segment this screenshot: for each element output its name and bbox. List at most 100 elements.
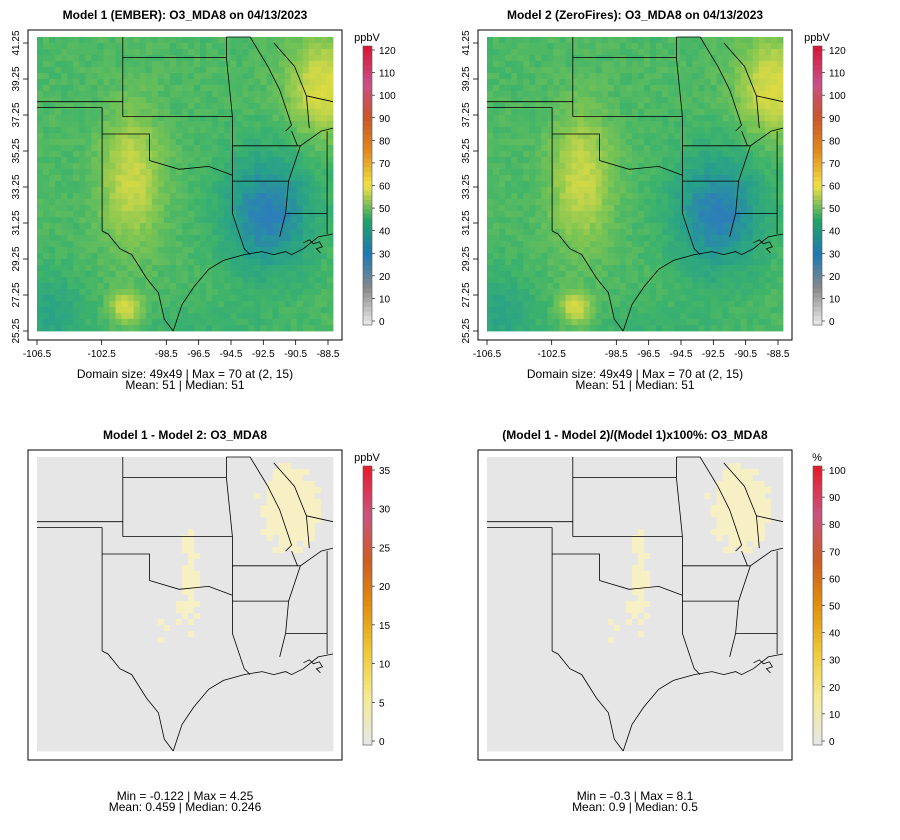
grid-cell: [139, 97, 147, 104]
grid-cell: [728, 253, 736, 260]
grid-cell: [505, 265, 512, 272]
grid-cell: [157, 199, 165, 206]
grid-cell: [529, 295, 536, 302]
grid-cell: [127, 217, 135, 224]
color-scale-segment: [363, 148, 372, 154]
grid-cell: [541, 199, 548, 206]
grid-cell: [61, 85, 68, 92]
grid-cell: [97, 61, 104, 68]
grid-cell: [157, 325, 165, 332]
grid-cell: [607, 169, 615, 176]
grid-cell: [583, 151, 591, 158]
grid-cell: [212, 37, 219, 44]
grid-cell: [517, 103, 524, 110]
grid-cell: [716, 211, 723, 218]
grid-cell: [692, 289, 699, 296]
grid-cell: [692, 241, 699, 248]
grid-cell: [278, 193, 286, 200]
grid-cell: [662, 73, 669, 80]
grid-cell: [625, 73, 633, 80]
grid-cell: [230, 307, 237, 314]
grid-cell: [302, 313, 310, 320]
grid-cell: [103, 277, 110, 284]
grid-cell: [109, 295, 116, 302]
grid-cell: [121, 193, 129, 200]
x-tick-label: -102.5: [87, 349, 116, 360]
grid-cell: [686, 307, 693, 314]
grid-cell: [85, 229, 92, 236]
grid-cell: [73, 151, 80, 158]
grid-cell: [200, 85, 207, 92]
grid-cell: [55, 277, 62, 284]
grid-cell: [734, 289, 742, 296]
grid-cell: [194, 163, 201, 170]
grid-cell: [326, 259, 334, 266]
grid-cell: [547, 313, 554, 320]
grid-cell: [698, 199, 705, 206]
grid-cell: [607, 103, 615, 110]
grid-cell: [764, 217, 772, 224]
grid-cell: [97, 43, 104, 50]
grid-cell: [505, 97, 512, 104]
grid-cell: [589, 43, 597, 50]
color-scale-segment: [363, 92, 372, 98]
grid-cell: [121, 265, 129, 272]
grid-cell: [656, 235, 663, 242]
grid-cell: [547, 169, 554, 176]
grid-cell: [692, 139, 699, 146]
grid-cell: [758, 103, 766, 110]
grid-cell: [517, 235, 524, 242]
grid-cell: [236, 193, 243, 200]
grid-cell: [145, 313, 153, 320]
grid-cell: [326, 181, 334, 188]
grid-cell: [662, 193, 669, 200]
grid-cell: [278, 229, 286, 236]
grid-cell: [37, 241, 44, 248]
grid-cell: [734, 265, 742, 272]
grid-cell: [266, 205, 273, 212]
grid-cell: [776, 145, 784, 152]
grid-cell: [73, 109, 80, 116]
grid-cell: [67, 103, 74, 110]
grid-cell: [493, 121, 500, 128]
grid-cell: [704, 313, 711, 320]
grid-cell: [302, 307, 310, 314]
grid-cell: [686, 271, 693, 278]
grid-cell: [625, 133, 633, 140]
grid-cell: [218, 115, 225, 122]
grid-cell: [589, 205, 597, 212]
grid-cell: [752, 61, 760, 68]
grid-cell: [163, 73, 171, 80]
color-scale-segment: [363, 64, 372, 70]
grid-cell: [740, 295, 748, 302]
grid-cell: [589, 235, 597, 242]
grid-cell: [722, 289, 730, 296]
grid-cell: [308, 169, 316, 176]
grid-cell: [139, 163, 147, 170]
grid-cell: [200, 301, 207, 308]
grid-cell: [308, 277, 316, 284]
grid-cell: [133, 265, 141, 272]
grid-cell: [212, 187, 219, 194]
grid-cell: [668, 37, 675, 44]
color-scale-segment: [363, 213, 372, 219]
grid-cell: [577, 127, 585, 134]
grid-cell: [601, 205, 609, 212]
grid-cell: [302, 115, 310, 122]
grid-cell: [73, 163, 80, 170]
grid-cell: [547, 55, 554, 62]
grid-cell: [650, 283, 657, 290]
grid-cell: [37, 151, 44, 158]
grid-cell: [619, 289, 627, 296]
grid-cell: [218, 97, 225, 104]
grid-cell: [151, 139, 159, 146]
grid-cell: [73, 43, 80, 50]
grid-cell: [770, 109, 778, 116]
grid-cell: [734, 181, 742, 188]
grid-cell: [188, 211, 195, 218]
grid-cell: [200, 211, 207, 218]
grid-cell: [535, 313, 542, 320]
grid-cell: [613, 145, 621, 152]
grid-cell: [218, 205, 225, 212]
grid-cell: [601, 37, 609, 44]
